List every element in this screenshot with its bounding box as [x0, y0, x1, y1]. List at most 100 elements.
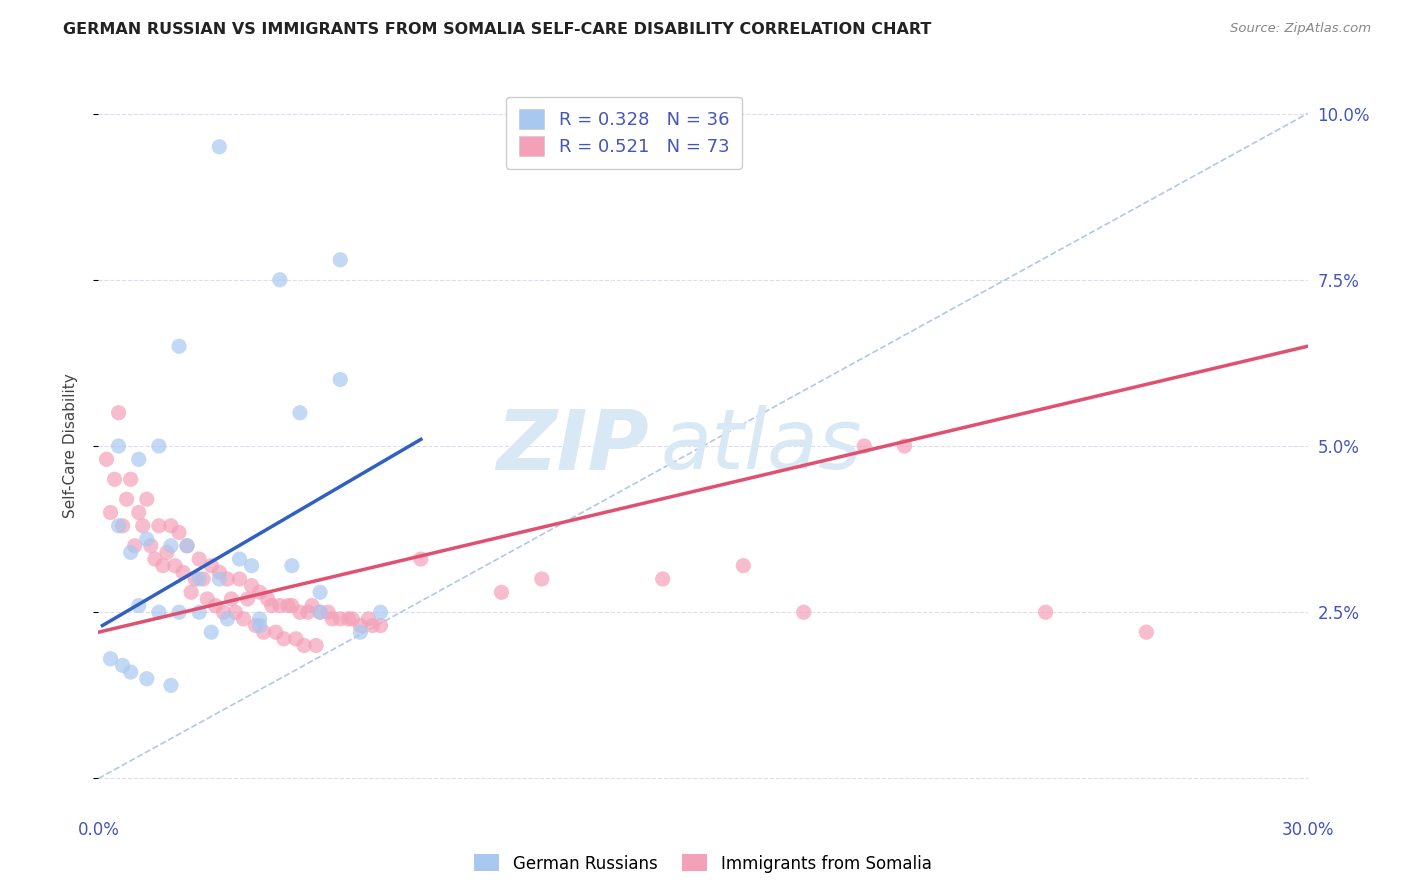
Point	[309, 605, 332, 619]
Point	[217, 572, 239, 586]
Point	[240, 579, 263, 593]
Point	[176, 539, 198, 553]
Point	[236, 591, 259, 606]
Point	[188, 605, 211, 619]
Point	[260, 599, 283, 613]
Point	[163, 558, 186, 573]
Point	[135, 672, 157, 686]
Text: GERMAN RUSSIAN VS IMMIGRANTS FROM SOMALIA SELF-CARE DISABILITY CORRELATION CHART: GERMAN RUSSIAN VS IMMIGRANTS FROM SOMALI…	[63, 22, 932, 37]
Point	[370, 618, 392, 632]
Y-axis label: Self-Care Disability: Self-Care Disability	[63, 374, 77, 518]
Point	[148, 439, 170, 453]
Point	[120, 545, 142, 559]
Point	[249, 612, 271, 626]
Point	[1135, 625, 1157, 640]
Point	[208, 572, 231, 586]
Point	[321, 612, 343, 626]
Point	[349, 618, 371, 632]
Point	[329, 252, 352, 267]
Point	[301, 599, 323, 613]
Point	[249, 618, 271, 632]
Point	[180, 585, 202, 599]
Point	[224, 605, 246, 619]
Point	[212, 605, 235, 619]
Point	[96, 452, 118, 467]
Point	[188, 552, 211, 566]
Point	[277, 599, 299, 613]
Point	[111, 658, 134, 673]
Point	[361, 618, 384, 632]
Point	[107, 518, 129, 533]
Point	[245, 618, 267, 632]
Point	[357, 612, 380, 626]
Point	[491, 585, 513, 599]
Point	[853, 439, 876, 453]
Point	[288, 406, 311, 420]
Point	[240, 558, 263, 573]
Text: ZIP: ZIP	[496, 406, 648, 486]
Point	[160, 539, 183, 553]
Point	[124, 539, 146, 553]
Point	[269, 273, 291, 287]
Point	[349, 625, 371, 640]
Point	[120, 665, 142, 679]
Point	[288, 605, 311, 619]
Point	[135, 532, 157, 546]
Point	[100, 506, 122, 520]
Point	[111, 518, 134, 533]
Point	[139, 539, 162, 553]
Point	[204, 599, 226, 613]
Point	[256, 591, 278, 606]
Point	[160, 518, 183, 533]
Point	[228, 572, 250, 586]
Text: atlas: atlas	[661, 406, 862, 486]
Point	[530, 572, 553, 586]
Point	[193, 572, 215, 586]
Point	[273, 632, 295, 646]
Point	[409, 552, 432, 566]
Point	[143, 552, 166, 566]
Legend: R = 0.328   N = 36, R = 0.521   N = 73: R = 0.328 N = 36, R = 0.521 N = 73	[506, 96, 742, 169]
Point	[249, 585, 271, 599]
Point	[309, 585, 332, 599]
Point	[269, 599, 291, 613]
Point	[208, 140, 231, 154]
Point	[160, 678, 183, 692]
Point	[200, 625, 222, 640]
Point	[893, 439, 915, 453]
Point	[103, 472, 125, 486]
Point	[195, 591, 218, 606]
Point	[305, 639, 328, 653]
Point	[128, 452, 150, 467]
Point	[167, 525, 190, 540]
Point	[281, 558, 304, 573]
Point	[148, 518, 170, 533]
Point	[733, 558, 755, 573]
Point	[793, 605, 815, 619]
Point	[292, 639, 315, 653]
Point	[329, 612, 352, 626]
Point	[152, 558, 174, 573]
Point	[135, 492, 157, 507]
Point	[316, 605, 339, 619]
Point	[200, 558, 222, 573]
Point	[156, 545, 179, 559]
Text: Source: ZipAtlas.com: Source: ZipAtlas.com	[1230, 22, 1371, 36]
Point	[221, 591, 243, 606]
Point	[342, 612, 364, 626]
Point	[253, 625, 276, 640]
Legend: German Russians, Immigrants from Somalia: German Russians, Immigrants from Somalia	[468, 847, 938, 880]
Point	[1035, 605, 1057, 619]
Point	[281, 599, 304, 613]
Point	[264, 625, 287, 640]
Point	[107, 439, 129, 453]
Point	[128, 599, 150, 613]
Point	[107, 406, 129, 420]
Point	[132, 518, 155, 533]
Point	[172, 566, 194, 580]
Point	[297, 605, 319, 619]
Point	[115, 492, 138, 507]
Point	[228, 552, 250, 566]
Point	[217, 612, 239, 626]
Point	[370, 605, 392, 619]
